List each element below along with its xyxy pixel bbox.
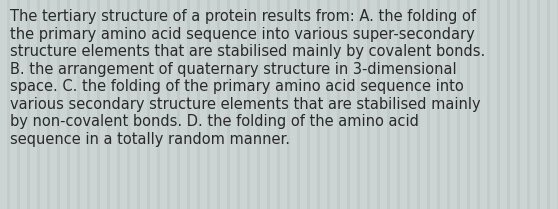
Bar xyxy=(137,0,140,209)
Bar xyxy=(387,0,390,209)
Text: structure elements that are stabilised mainly by covalent bonds.: structure elements that are stabilised m… xyxy=(10,44,485,59)
Bar xyxy=(487,0,490,209)
Text: space. C. the folding of the primary amino acid sequence into: space. C. the folding of the primary ami… xyxy=(10,79,464,94)
Bar xyxy=(287,0,290,209)
Bar xyxy=(417,0,420,209)
Bar xyxy=(337,0,340,209)
Text: B. the arrangement of quaternary structure in 3-dimensional: B. the arrangement of quaternary structu… xyxy=(10,62,456,77)
Bar xyxy=(77,0,80,209)
Bar xyxy=(67,0,70,209)
Bar xyxy=(497,0,500,209)
Text: sequence in a totally random manner.: sequence in a totally random manner. xyxy=(10,132,290,147)
Bar xyxy=(267,0,270,209)
Bar xyxy=(357,0,360,209)
Bar xyxy=(17,0,20,209)
Text: The tertiary structure of a protein results from: A. the folding of: The tertiary structure of a protein resu… xyxy=(10,9,476,24)
Bar xyxy=(537,0,540,209)
Bar xyxy=(147,0,150,209)
Text: by non-covalent bonds. D. the folding of the amino acid: by non-covalent bonds. D. the folding of… xyxy=(10,114,419,129)
Bar xyxy=(257,0,260,209)
Bar xyxy=(7,0,10,209)
Bar xyxy=(397,0,400,209)
Text: various secondary structure elements that are stabilised mainly: various secondary structure elements tha… xyxy=(10,97,480,112)
Bar xyxy=(27,0,30,209)
Bar xyxy=(187,0,190,209)
Bar xyxy=(207,0,210,209)
Bar xyxy=(557,0,558,209)
Bar xyxy=(87,0,90,209)
Bar xyxy=(317,0,320,209)
Bar xyxy=(57,0,60,209)
Bar xyxy=(457,0,460,209)
Bar xyxy=(177,0,180,209)
Bar xyxy=(217,0,220,209)
Bar xyxy=(477,0,480,209)
Bar xyxy=(117,0,120,209)
Bar xyxy=(507,0,510,209)
Bar xyxy=(547,0,550,209)
Bar xyxy=(127,0,130,209)
Bar xyxy=(347,0,350,209)
Bar xyxy=(247,0,250,209)
Bar xyxy=(237,0,240,209)
Bar xyxy=(297,0,300,209)
Bar xyxy=(97,0,100,209)
Bar xyxy=(37,0,40,209)
Bar xyxy=(47,0,50,209)
Bar xyxy=(367,0,370,209)
Bar xyxy=(167,0,170,209)
Bar xyxy=(437,0,440,209)
Bar xyxy=(227,0,230,209)
Bar xyxy=(527,0,530,209)
Bar xyxy=(307,0,310,209)
Bar xyxy=(327,0,330,209)
Bar xyxy=(157,0,160,209)
Bar xyxy=(197,0,200,209)
Bar xyxy=(447,0,450,209)
Bar xyxy=(107,0,110,209)
Bar xyxy=(517,0,520,209)
Bar xyxy=(427,0,430,209)
Bar xyxy=(467,0,470,209)
Text: the primary amino acid sequence into various super-secondary: the primary amino acid sequence into var… xyxy=(10,27,475,42)
Bar xyxy=(407,0,410,209)
Bar xyxy=(377,0,380,209)
Bar xyxy=(277,0,280,209)
